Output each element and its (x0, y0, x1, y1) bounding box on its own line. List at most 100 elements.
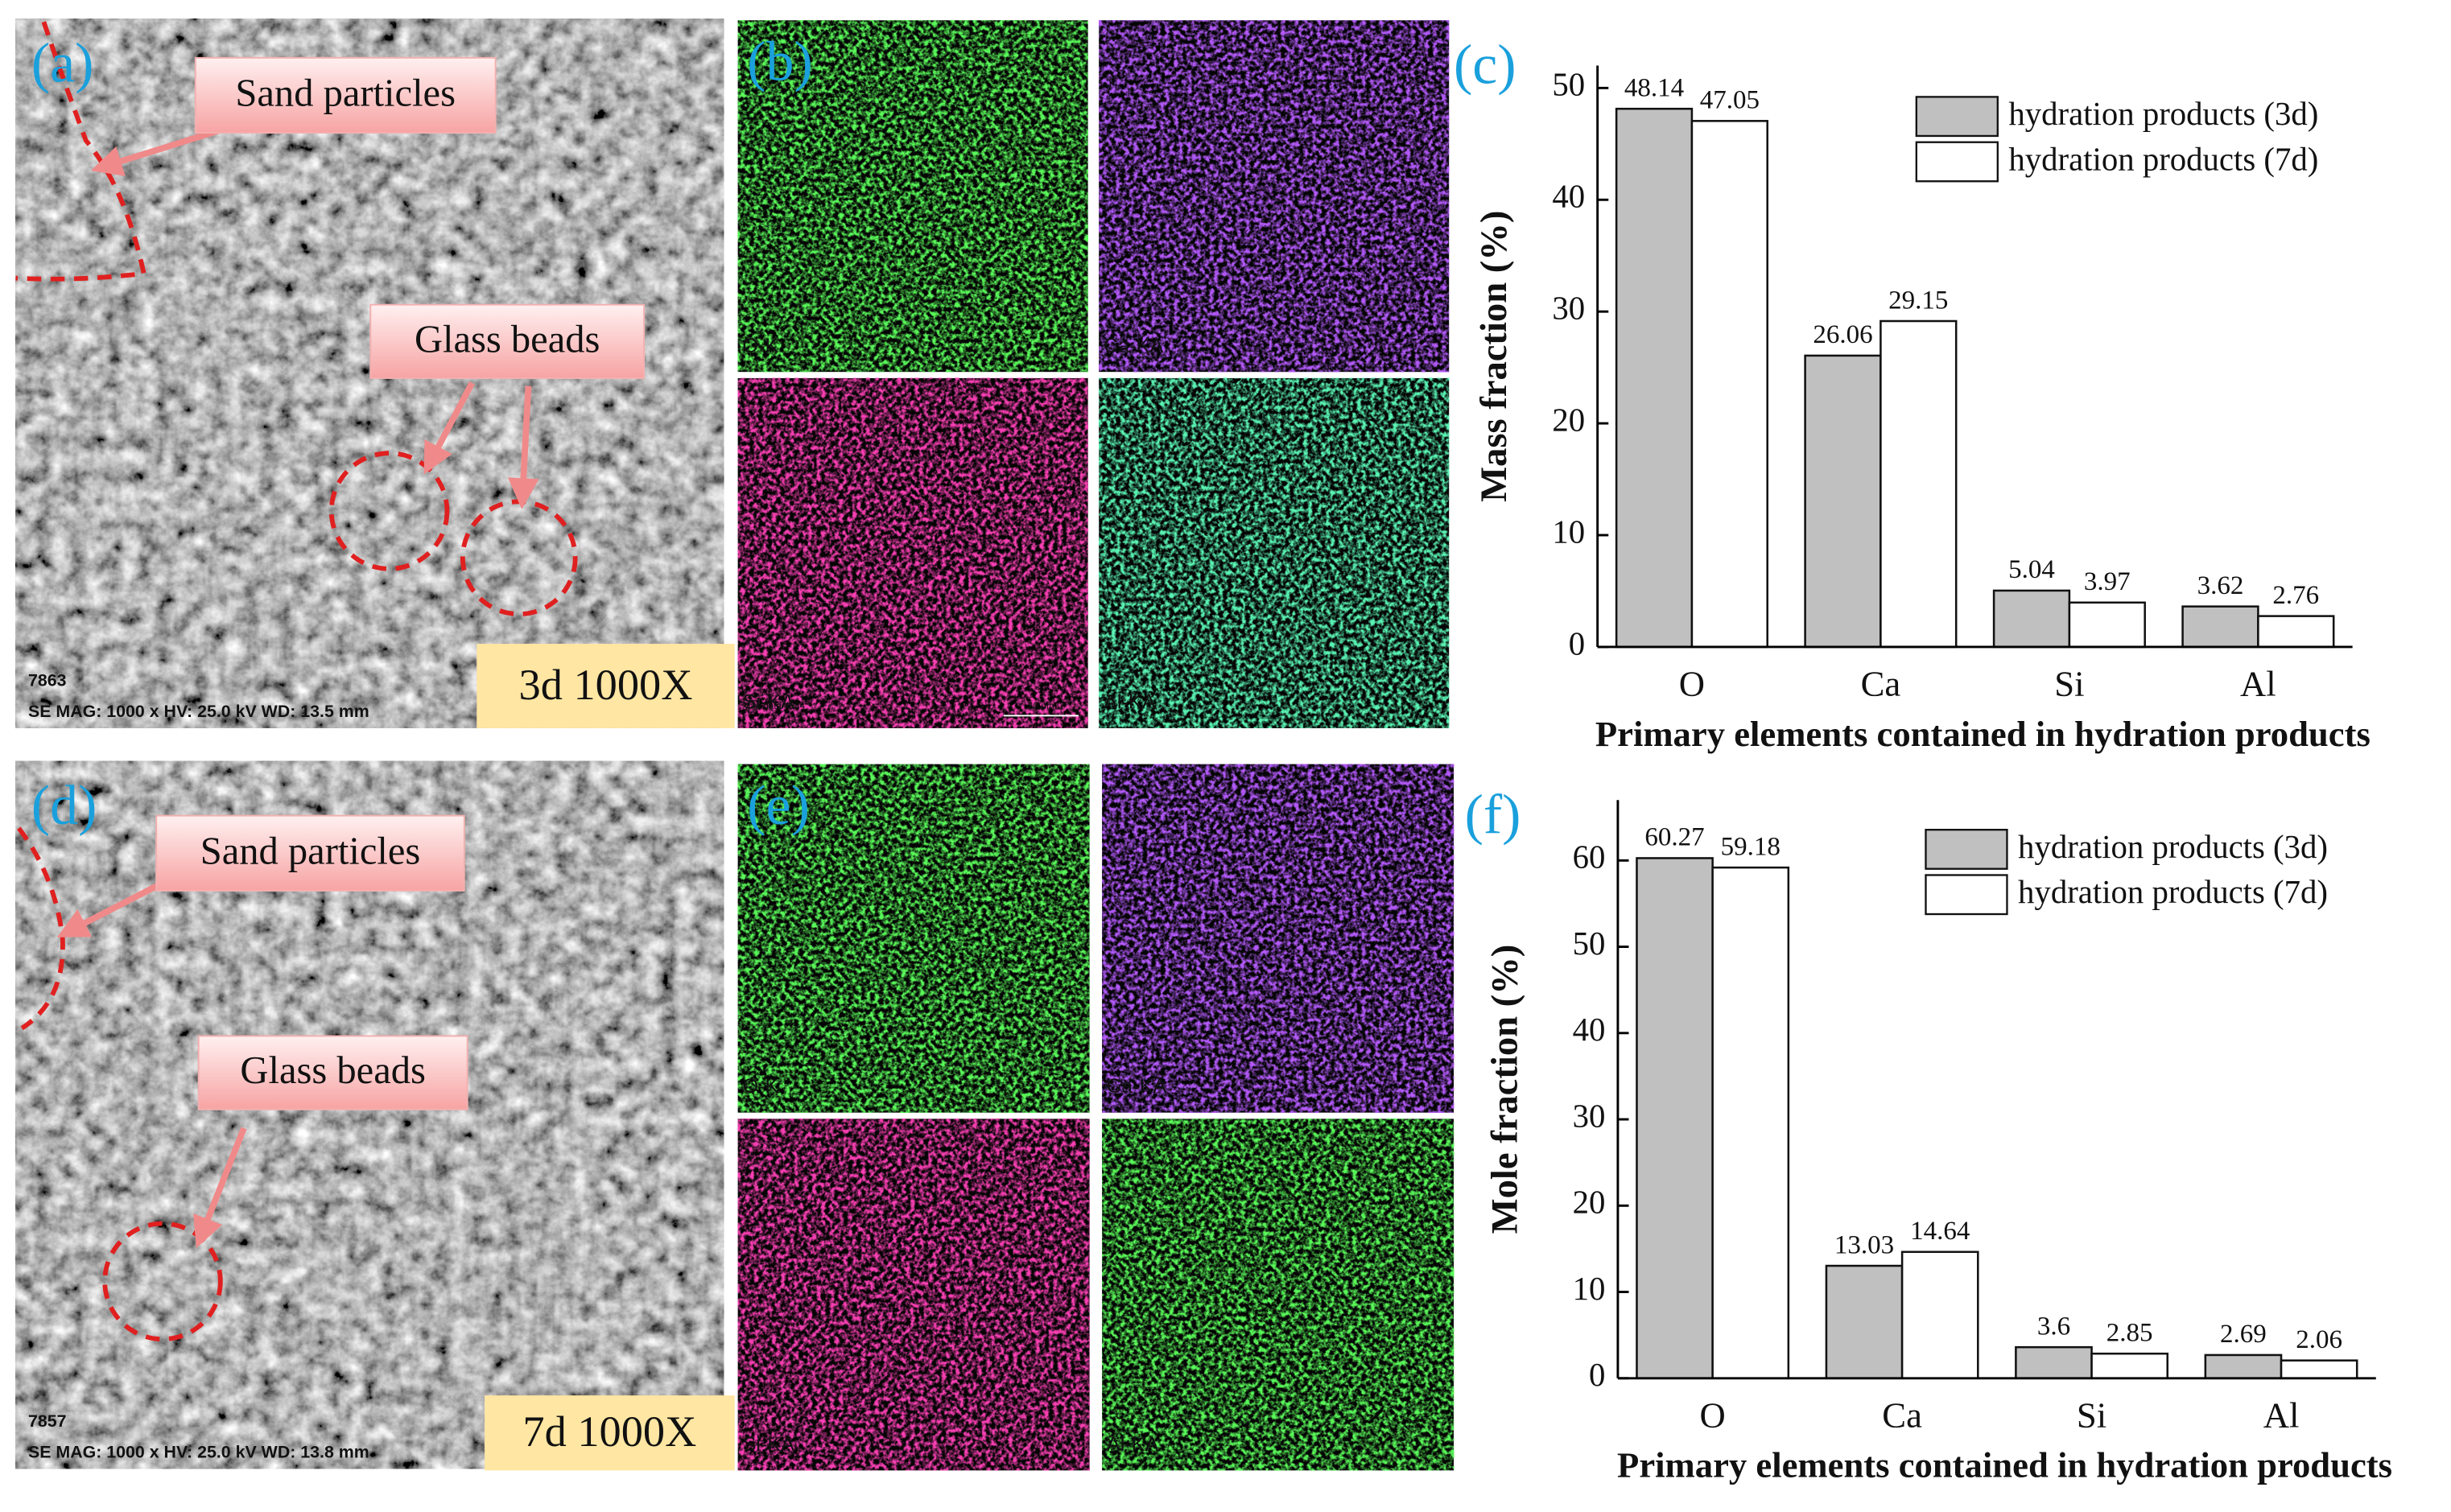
y-tick-label: 50 (1552, 67, 1585, 103)
image-info: SE MAG: 1000 x HV: 25.0 kV WD: 13.8 mm (28, 1443, 369, 1462)
arrow (193, 1127, 247, 1249)
bar (1825, 1264, 1904, 1380)
map-label: Ca-KA (1107, 1075, 1166, 1098)
annotation: Sand particles (200, 830, 421, 872)
y-tick-label: 30 (1552, 290, 1585, 327)
panel-label: (b) (747, 31, 813, 93)
data-label: 3.97 (2084, 567, 2131, 596)
x-tick-label: Si (2054, 664, 2084, 704)
y-tick-label: 40 (1552, 179, 1585, 215)
y-tick-label: 30 (1573, 1098, 1606, 1134)
data-label: 2.76 (2272, 581, 2319, 610)
caption-box (485, 1395, 735, 1471)
eds-map (737, 1119, 1090, 1471)
y-tick-label: 0 (1569, 625, 1585, 661)
arrow (507, 385, 539, 510)
caption-box (477, 644, 735, 728)
map-label: Al-KA (1104, 691, 1156, 714)
x-axis-label: Primary elements contained in hydration … (1617, 1445, 2392, 1485)
scale-label: 60 μm (1028, 701, 1054, 711)
y-tick-label: 60 (1573, 839, 1606, 875)
x-tick-label: Ca (1861, 664, 1901, 704)
eds-map (1102, 1119, 1455, 1471)
image-id: 7857 (28, 1411, 67, 1431)
data-label: 3.62 (2197, 571, 2244, 600)
data-label: 59.18 (1721, 832, 1780, 861)
bar (2257, 615, 2335, 649)
bar (2015, 1345, 2093, 1380)
annotation: Sand particles (235, 72, 456, 115)
eds-map (737, 20, 1088, 373)
data-label: 2.69 (2220, 1320, 2267, 1349)
legend-label: hydration products (7d) (2008, 141, 2318, 177)
legend-swatch (1915, 141, 1999, 183)
bead-outline (328, 451, 450, 571)
caption: 3d 1000X (519, 661, 693, 709)
bar (2068, 601, 2146, 649)
x-tick-label: O (1679, 664, 1705, 704)
data-label: 47.05 (1700, 86, 1760, 115)
annotation-box (197, 1035, 468, 1110)
bar (2181, 605, 2259, 649)
x-tick-label: Ca (1882, 1395, 1922, 1436)
bead-outline (102, 1221, 223, 1342)
y-tick-label: 20 (1552, 402, 1585, 438)
image-id: 7863 (28, 670, 67, 690)
legend-label: hydration products (3d) (2018, 829, 2328, 865)
data-label: 5.04 (2008, 555, 2055, 584)
y-tick-label: 50 (1573, 925, 1606, 962)
eds-map (737, 377, 1088, 728)
data-label: 2.85 (2106, 1318, 2153, 1347)
legend-label: hydration products (3d) (2008, 96, 2318, 132)
arrow (423, 381, 475, 475)
annotation-box (194, 56, 497, 134)
annotation-box (369, 303, 646, 379)
x-tick-label: O (1700, 1395, 1726, 1436)
annotation-box (155, 814, 465, 892)
x-tick-label: Al (2240, 664, 2276, 704)
panel-label: (d) (31, 775, 97, 837)
bar (1615, 107, 1694, 649)
map-info: Map data 4084 (742, 701, 805, 711)
panel-label: (c) (1454, 34, 1516, 96)
y-axis-label: Mole fraction (%) (1484, 945, 1526, 1234)
legend-swatch (1925, 828, 2008, 870)
bar (1804, 354, 1882, 649)
data-label: 13.03 (1834, 1230, 1894, 1259)
caption: 7d 1000X (522, 1407, 696, 1456)
data-label: 48.14 (1624, 73, 1684, 102)
eds-map (737, 764, 1090, 1113)
map-label: Al-KA (1107, 1433, 1159, 1456)
legend-swatch (1925, 874, 2008, 916)
x-tick-label: Si (2077, 1395, 2106, 1436)
map-label: O-K (742, 335, 778, 357)
data-label: 26.06 (1813, 320, 1872, 349)
bar (2280, 1359, 2358, 1380)
sand-boundary (17, 826, 65, 1031)
annotation: Glass beads (415, 318, 600, 360)
y-tick-label: 0 (1589, 1357, 1605, 1393)
y-tick-label: 20 (1573, 1184, 1606, 1221)
eds-map (1099, 20, 1450, 373)
panel-label: (a) (31, 32, 94, 94)
bar (1900, 1250, 1979, 1380)
map-label: Si-KA (742, 1433, 794, 1456)
map-label: Si-KA (742, 691, 794, 714)
eds-map (1102, 764, 1455, 1113)
arrow (56, 875, 174, 937)
map-label: O-K (742, 1075, 778, 1098)
data-label: 60.27 (1644, 823, 1704, 852)
bar (1636, 857, 1714, 1380)
y-tick-label: 10 (1573, 1271, 1606, 1307)
data-label: 29.15 (1888, 286, 1948, 315)
data-label: 14.64 (1910, 1217, 1970, 1246)
bar (1992, 589, 2071, 649)
panel-label: (f) (1465, 785, 1521, 847)
map-label: Ca-KA (1104, 335, 1163, 357)
x-tick-label: Al (2263, 1395, 2300, 1436)
bar (1880, 319, 1958, 649)
image-info: SE MAG: 1000 x HV: 25.0 kV WD: 13.5 mm (28, 702, 369, 721)
y-tick-label: 40 (1573, 1011, 1606, 1048)
